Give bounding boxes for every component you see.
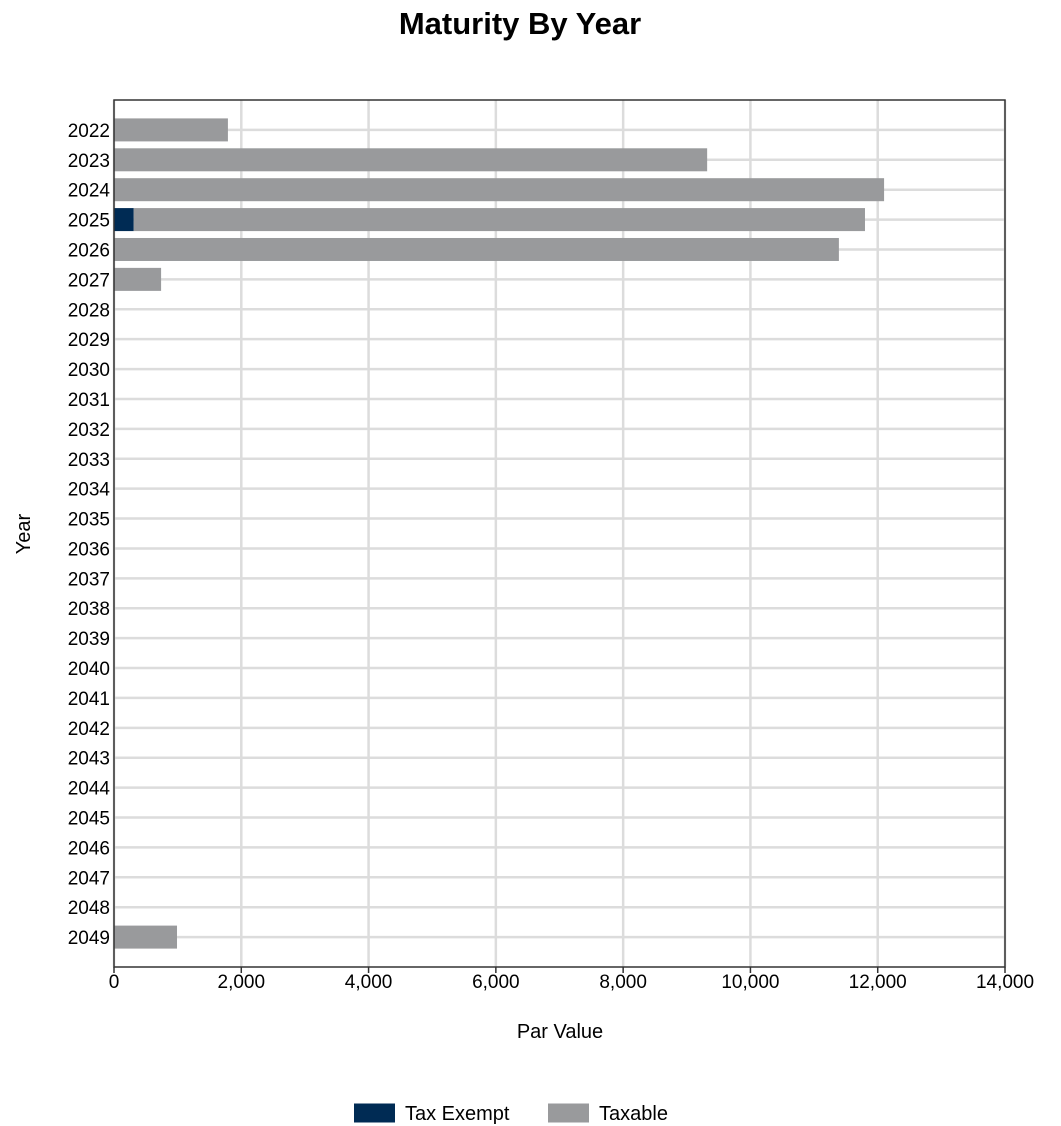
legend: Tax Exempt Taxable	[354, 1103, 668, 1125]
bar-taxable-2026	[114, 237, 839, 261]
y-tick-label: 2029	[68, 330, 110, 351]
y-tick-label: 2025	[68, 211, 110, 232]
y-axis-label: Year	[13, 513, 35, 554]
y-tick-label: 2023	[68, 151, 110, 172]
y-tick-label: 2032	[68, 420, 110, 441]
legend-label-taxable: Taxable	[599, 1103, 668, 1125]
y-tick-label: 2024	[68, 181, 111, 202]
y-tick-label: 2028	[68, 300, 110, 321]
y-tick-label: 2037	[68, 569, 110, 590]
chart-title: Maturity By Year	[399, 6, 641, 41]
x-tick-label: 6,000	[472, 972, 520, 993]
y-tick-label: 2044	[68, 779, 111, 800]
y-tick-label: 2022	[68, 121, 110, 142]
y-tick-label: 2043	[68, 749, 110, 770]
x-axis-label: Par Value	[517, 1021, 603, 1043]
y-tick-label: 2035	[68, 510, 110, 531]
y-tick-label: 2041	[68, 689, 110, 710]
x-tick-label: 0	[109, 972, 120, 993]
bar-taxable-2049	[114, 925, 178, 949]
x-tick-label: 10,000	[721, 972, 779, 993]
y-tick-label: 2045	[68, 809, 110, 830]
y-tick-label: 2040	[68, 659, 110, 680]
x-tick-label: 8,000	[599, 972, 647, 993]
y-tick-label: 2049	[68, 928, 110, 949]
y-tick-label: 2030	[68, 360, 110, 381]
x-tick-label: 4,000	[345, 972, 393, 993]
y-tick-label: 2031	[68, 390, 110, 411]
y-tick-label: 2038	[68, 599, 110, 620]
y-tick-label: 2046	[68, 838, 110, 859]
y-tick-label: 2048	[68, 898, 110, 919]
x-tick-labels: 0 2,000 4,000 6,000 8,000 10,000 12,000 14,000	[109, 967, 1034, 993]
x-tick-label: 2,000	[218, 972, 266, 993]
y-tick-label: 2042	[68, 719, 110, 740]
plot-area-border	[113, 99, 1006, 968]
x-tick-label: 12,000	[849, 972, 907, 993]
y-tick-label: 2026	[68, 240, 110, 261]
bar-tax-exempt-2025	[114, 208, 134, 232]
legend-swatch-tax-exempt	[354, 1103, 395, 1123]
bar-taxable-2022	[114, 118, 228, 142]
y-tick-labels: 2022 2023 2024 2025 2026 2027 2028 2029 2030 2031…	[68, 121, 111, 949]
y-tick-label: 2027	[68, 270, 110, 291]
y-tick-label: 2034	[68, 480, 111, 501]
y-tick-label: 2039	[68, 629, 110, 650]
bar-taxable-2024	[114, 178, 885, 202]
bar-taxable-2023	[114, 148, 708, 172]
y-tick-label: 2036	[68, 539, 110, 560]
legend-swatch-taxable	[548, 1103, 589, 1123]
bar-taxable-2025	[133, 208, 865, 232]
y-tick-label: 2033	[68, 450, 110, 471]
bars	[114, 118, 885, 949]
x-tick-label: 14,000	[976, 972, 1034, 993]
bar-taxable-2027	[114, 267, 162, 291]
y-tick-label: 2047	[68, 868, 110, 889]
legend-label-tax-exempt: Tax Exempt	[405, 1103, 510, 1125]
